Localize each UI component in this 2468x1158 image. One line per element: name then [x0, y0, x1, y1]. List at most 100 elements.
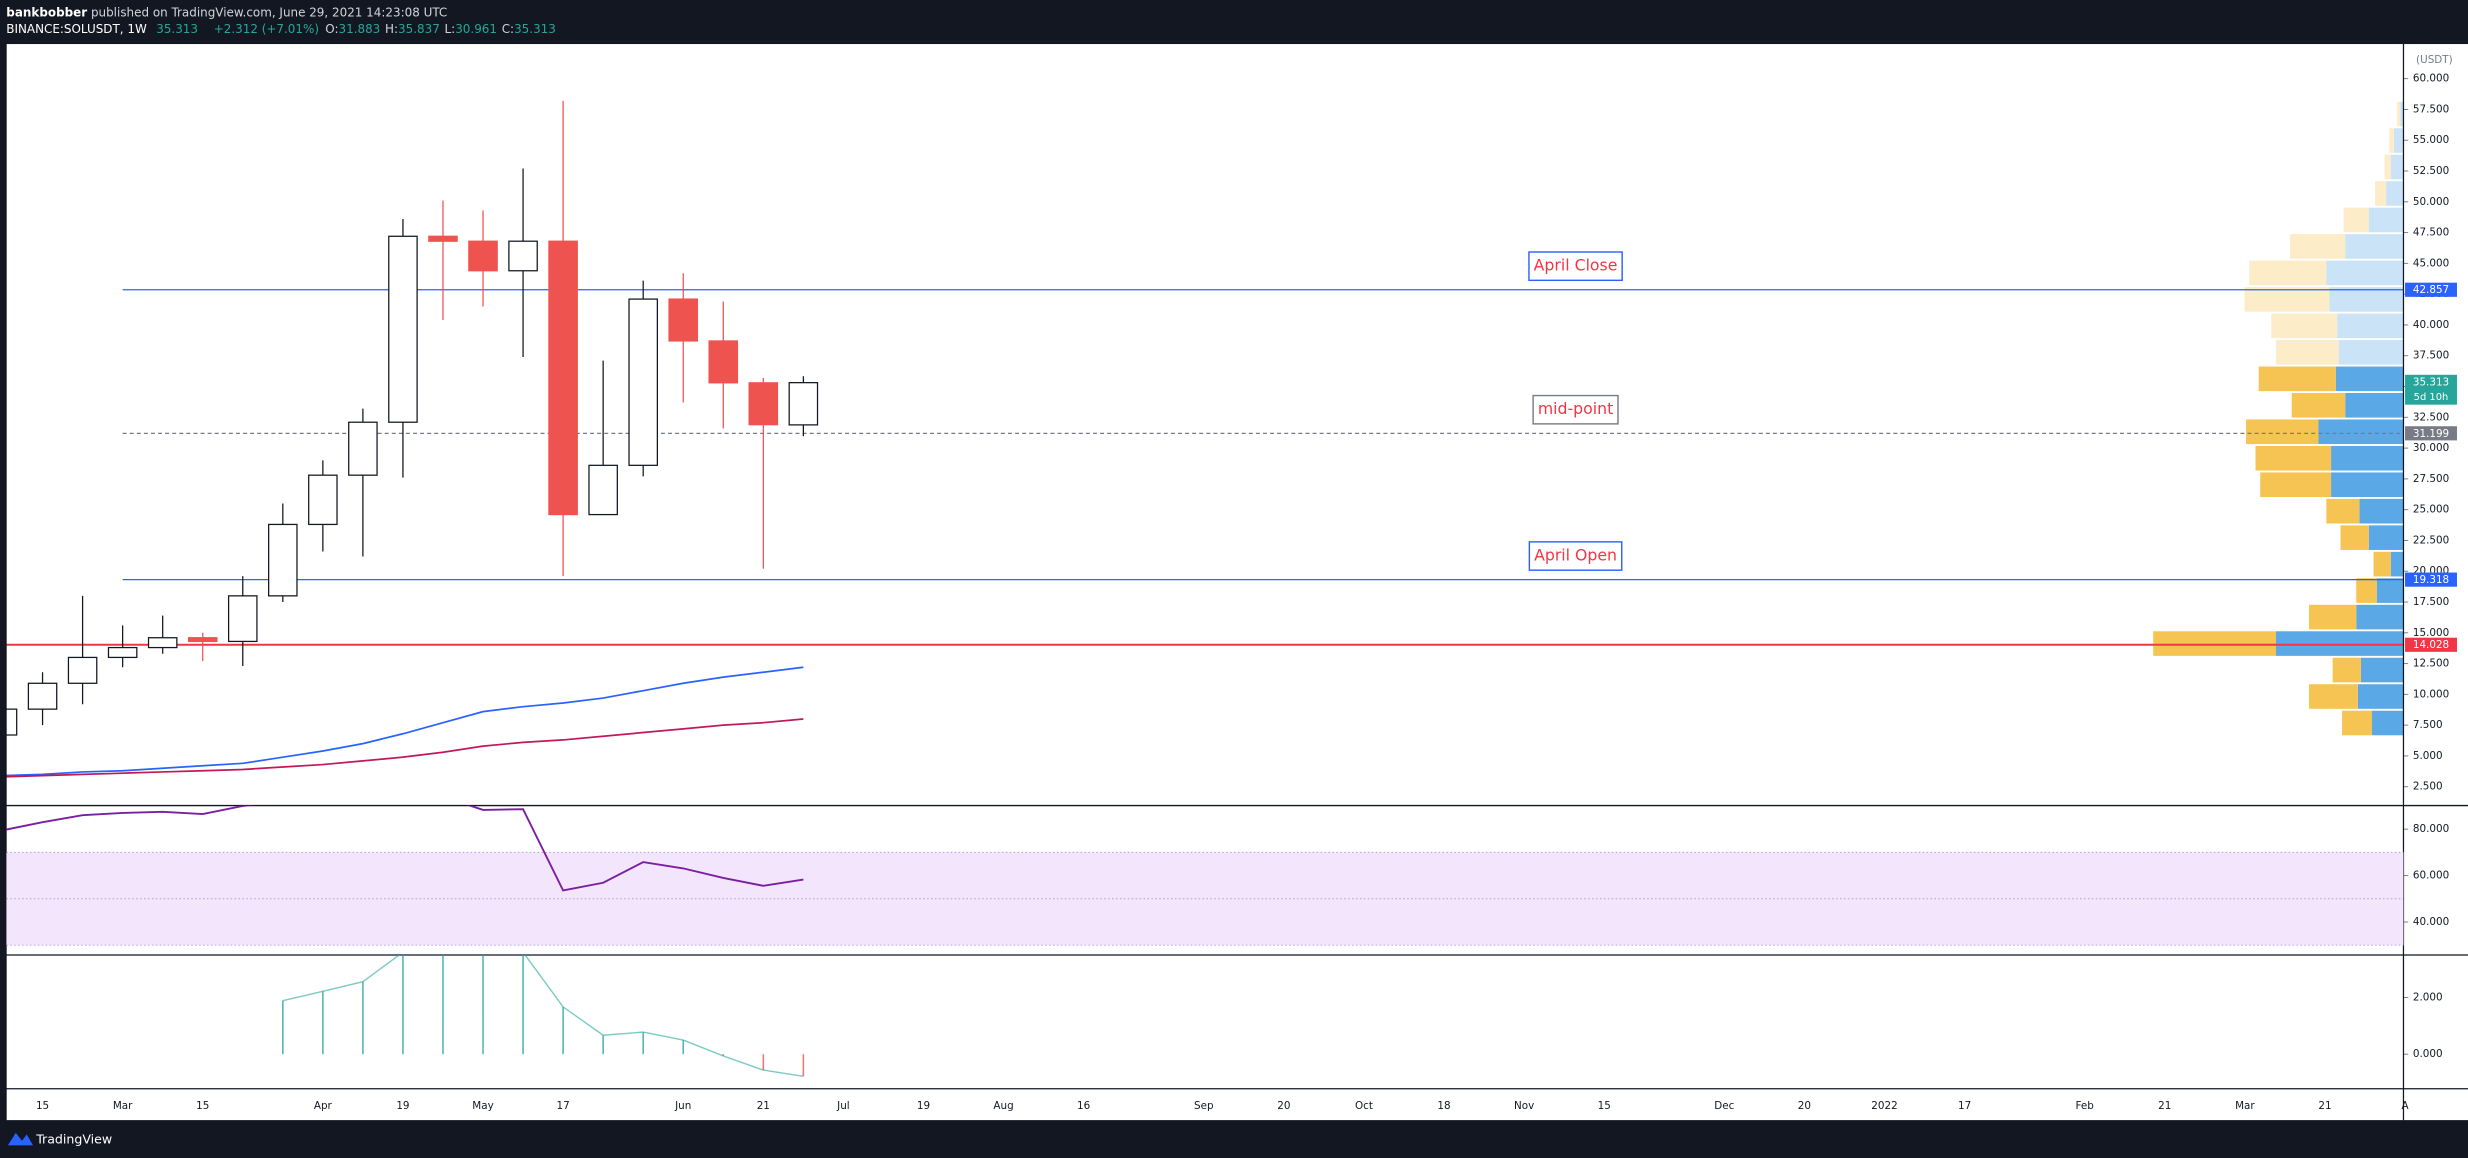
level-axis-label: 14.028 [2413, 639, 2449, 651]
candle-body [428, 235, 458, 242]
footer-logo: TradingView [7, 1131, 112, 1146]
logo-mark [7, 1132, 34, 1146]
line-pane [6, 805, 2404, 946]
volume-profile-bar [2335, 366, 2404, 392]
candle-body [348, 421, 378, 476]
header-bar [0, 0, 2468, 45]
x-tick-label: 21 [2158, 1100, 2171, 1112]
y-tick-label: 10.000 [2413, 688, 2449, 700]
x-tick-label: 15 [36, 1100, 49, 1112]
y-tick-label: 40.000 [2413, 916, 2449, 928]
volume-profile-bar [2356, 578, 2377, 603]
countdown: 5d 10h [2414, 392, 2449, 403]
volume-profile-bar [2326, 260, 2404, 286]
volume-profile-bar [2342, 710, 2372, 736]
candle-body [748, 382, 779, 426]
volume-profile-bar [2309, 604, 2357, 630]
volume-profile-bar [2309, 684, 2358, 709]
level-axis-box [2405, 572, 2457, 587]
volume-profile-bar [2331, 445, 2404, 471]
symbol-line: BINANCE:SOLUSDT, 1W 35.313 +2.312 (+7.01%)… [6, 22, 556, 36]
axes: 2.500 5.000 7.500 10.000 12.500 15.000 17.500 2… [5, 44, 2468, 1121]
open: 31.883 [339, 22, 381, 36]
ohlc-label: O: [325, 22, 338, 36]
brand: TradingView [35, 1131, 112, 1146]
y-tick-label: 22.500 [2413, 534, 2449, 546]
volume-profile-bar [2326, 498, 2360, 524]
volume-profile-bar [2356, 604, 2404, 630]
candle-body [388, 235, 418, 423]
y-tick-label: 5.000 [2413, 750, 2443, 762]
volume-profile-bar [2329, 287, 2404, 312]
volume-profile-bar [2332, 657, 2361, 683]
symbol: BINANCE:SOLUSDT, 1W [6, 22, 147, 36]
candle-body [708, 340, 739, 384]
level-axis-box [2405, 426, 2457, 441]
close: 35.313 [514, 22, 556, 36]
volume-profile-bar [2291, 392, 2346, 418]
x-tick-label: 20 [1277, 1100, 1290, 1112]
candle-body [6, 708, 18, 736]
x-tick-label: Oct [1355, 1100, 1373, 1112]
x-tick-label: Dec [1714, 1100, 1734, 1112]
price-pane [6, 100, 2404, 778]
x-tick-label: Mar [113, 1100, 133, 1112]
level-axis-box [2405, 637, 2457, 652]
y-tick-label: 2.000 [2413, 992, 2443, 1004]
ohlc-label: L: [445, 22, 456, 36]
volume-profile-bar [2376, 578, 2404, 603]
x-tick-label: 21 [2318, 1100, 2331, 1112]
level-axis-label: 42.857 [2413, 284, 2449, 296]
x-tick-label: 2022 [1871, 1100, 1897, 1112]
x-tick-label: Feb [2076, 1100, 2095, 1112]
moving-average [6, 666, 804, 777]
volume-profile-bar [2255, 445, 2332, 471]
candle-body [588, 464, 618, 516]
plot-layers: 2.500 5.000 7.500 10.000 12.500 15.000 17.500 2… [5, 44, 2468, 1121]
x-tick-label: A [2401, 1100, 2409, 1112]
x-tick-label: May [472, 1100, 493, 1112]
y-tick-label: 7.500 [2413, 719, 2443, 731]
y-tick-label: 20.000 [2413, 565, 2449, 577]
histogram-line [282, 955, 804, 1078]
volume-profile-bar [2345, 234, 2404, 259]
user: bankbobber [6, 5, 87, 19]
volume-profile-bar [2249, 260, 2327, 286]
x-tick-label: 20 [1798, 1100, 1811, 1112]
x-tick-label: 17 [557, 1100, 570, 1112]
y-tick-label: 60.000 [2413, 73, 2449, 85]
publisher-line: bankbobber published on TradingView.com,… [6, 5, 447, 19]
x-tick-label: Mar [2235, 1100, 2255, 1112]
high: 35.837 [398, 22, 440, 36]
level-annotation-box [1532, 394, 1619, 425]
level-annotation: April Open [1534, 546, 1617, 565]
volume-profile-bar [2244, 287, 2330, 312]
volume-profile-bar [2290, 234, 2346, 259]
y-tick-label: 32.500 [2413, 411, 2449, 423]
last-price-label: 35.313 [2413, 377, 2449, 389]
volume-profile-bar [2343, 207, 2369, 233]
volume-profile-bar [2390, 551, 2404, 577]
volume-profile-bar [2153, 631, 2276, 656]
last-price-box [2405, 374, 2457, 405]
histogram-pane [282, 955, 805, 1078]
published: published on TradingView.com, June 29, 2… [91, 5, 447, 19]
volume-profile-bar [2390, 154, 2404, 180]
volume-profile-bar [2357, 684, 2404, 709]
level-axis-box [2405, 282, 2457, 297]
volume-profile-bar [2360, 657, 2404, 683]
candle-body [147, 637, 178, 649]
volume-profile-bar [2337, 313, 2404, 339]
last-price: 35.313 [156, 22, 198, 36]
volume-profile-bar [2375, 181, 2387, 206]
candle-body [187, 637, 218, 643]
y-tick-label: 27.500 [2413, 473, 2449, 485]
rsi-line [6, 805, 804, 892]
x-tick-label: Jul [836, 1100, 850, 1112]
y-tick-label: 30.000 [2413, 442, 2449, 454]
x-tick-label: Sep [1194, 1100, 1214, 1112]
x-tick-label: 18 [1437, 1100, 1450, 1112]
volume-profile-bar [2371, 710, 2404, 736]
volume-profile-bar [2260, 472, 2332, 498]
